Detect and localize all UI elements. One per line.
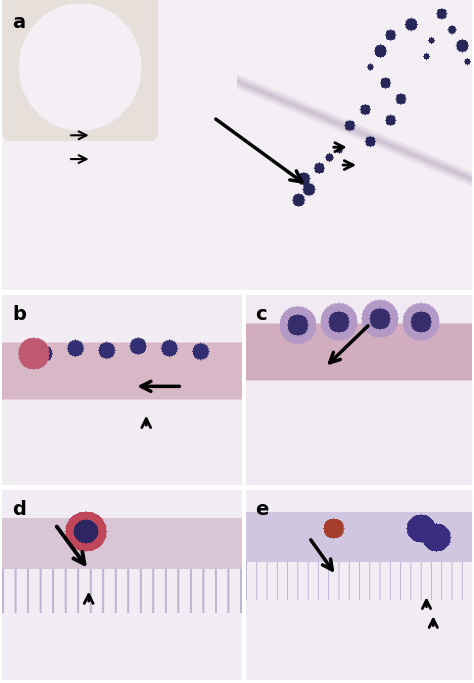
Text: d: d bbox=[12, 500, 26, 518]
Text: b: b bbox=[12, 305, 26, 324]
Text: c: c bbox=[255, 305, 266, 324]
Text: a: a bbox=[12, 13, 25, 32]
Text: e: e bbox=[255, 500, 268, 518]
